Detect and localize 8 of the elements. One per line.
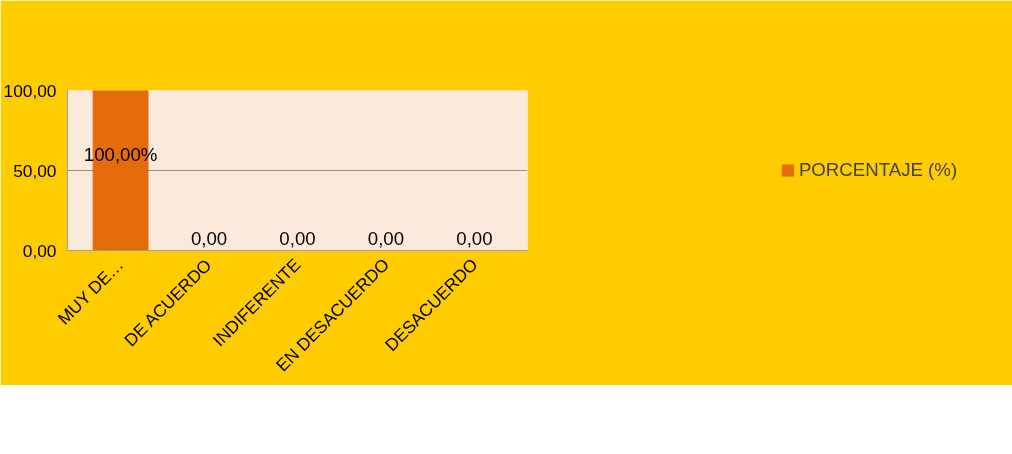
data-label: 0,00 (190, 227, 228, 249)
data-label: 0,00 (367, 227, 405, 249)
data-label: 0,00 (456, 227, 493, 249)
y-tick-label: 50,00 (13, 160, 57, 181)
y-tick-label: 0,00 (22, 240, 57, 261)
data-label: 0,00 (279, 227, 316, 249)
y-tick-label: 100,00 (3, 80, 57, 101)
legend-label: PORCENTAJE (%) (798, 159, 958, 181)
